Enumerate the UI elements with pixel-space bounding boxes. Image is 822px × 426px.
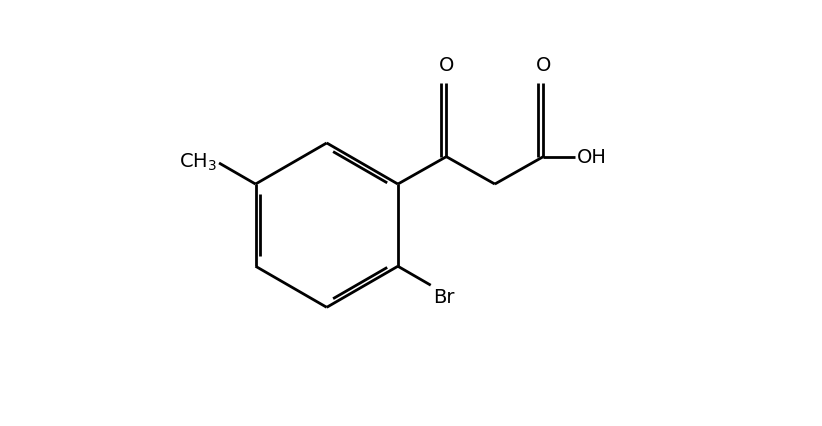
Text: CH$_3$: CH$_3$ bbox=[179, 151, 217, 172]
Text: Br: Br bbox=[433, 288, 455, 307]
Text: OH: OH bbox=[577, 148, 607, 167]
Text: O: O bbox=[536, 55, 551, 75]
Text: O: O bbox=[439, 55, 454, 75]
